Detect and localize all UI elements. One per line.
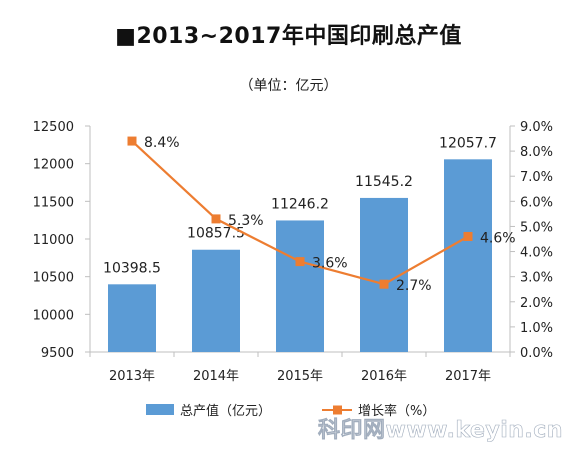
line-point (463, 231, 473, 241)
x-tick-label: 2015年 (277, 369, 323, 384)
bar-data-label: 11246.2 (271, 196, 329, 212)
y-left-tick-label: 11000 (33, 233, 74, 248)
line-point (211, 214, 221, 224)
bar (192, 249, 240, 352)
line-data-label: 3.6% (312, 256, 348, 272)
y-right-tick-label: 9.0% (520, 120, 553, 135)
x-tick-label: 2014年 (193, 369, 239, 384)
legend-swatch-bar (146, 404, 174, 415)
bar (108, 284, 156, 352)
y-left-tick-label: 12000 (33, 158, 74, 173)
line-point (379, 279, 389, 289)
legend-label-bar: 总产值（亿元） (180, 403, 271, 419)
line-point (295, 257, 305, 267)
y-right-tick-label: 6.0% (520, 195, 553, 210)
y-left-tick-label: 9500 (41, 346, 74, 361)
chart-subtitle: （单位：亿元） (239, 78, 338, 94)
legend-label-line: 增长率（%） (358, 403, 435, 419)
bar-data-label: 12057.7 (439, 135, 497, 151)
y-right-tick-label: 1.0% (520, 321, 553, 336)
bar-data-label: 10398.5 (103, 260, 161, 276)
y-left-tick-label: 10500 (33, 271, 74, 286)
y-right-tick-label: 2.0% (520, 296, 553, 311)
y-right-tick-label: 0.0% (520, 346, 553, 361)
y-left-tick-label: 11500 (33, 195, 74, 210)
chart-title: ■2013~2017年中国印刷总产值 (115, 24, 462, 49)
x-tick-label: 2016年 (361, 369, 407, 384)
y-right-tick-label: 8.0% (520, 145, 553, 160)
watermark: 科印网www.keyin.cn (318, 418, 563, 444)
line-data-label: 5.3% (228, 213, 264, 229)
line-point (127, 136, 137, 146)
y-right-tick-label: 7.0% (520, 170, 553, 185)
line-data-label: 2.7% (396, 278, 432, 294)
y-left-tick-label: 10000 (33, 308, 74, 323)
y-right-tick-label: 3.0% (520, 271, 553, 286)
bar-data-label: 11545.2 (355, 174, 413, 190)
line-data-label: 4.6% (480, 230, 516, 246)
bar (444, 159, 492, 352)
bar (276, 220, 324, 352)
x-tick-label: 2017年 (445, 369, 491, 384)
bar-data-label: 10857.5 (187, 226, 245, 242)
y-left-tick-label: 12500 (33, 120, 74, 135)
y-right-tick-label: 5.0% (520, 220, 553, 235)
legend-swatch-marker (333, 405, 342, 415)
line-data-label: 8.4% (144, 135, 180, 151)
x-tick-label: 2013年 (109, 369, 155, 384)
y-right-tick-label: 4.0% (520, 246, 553, 261)
